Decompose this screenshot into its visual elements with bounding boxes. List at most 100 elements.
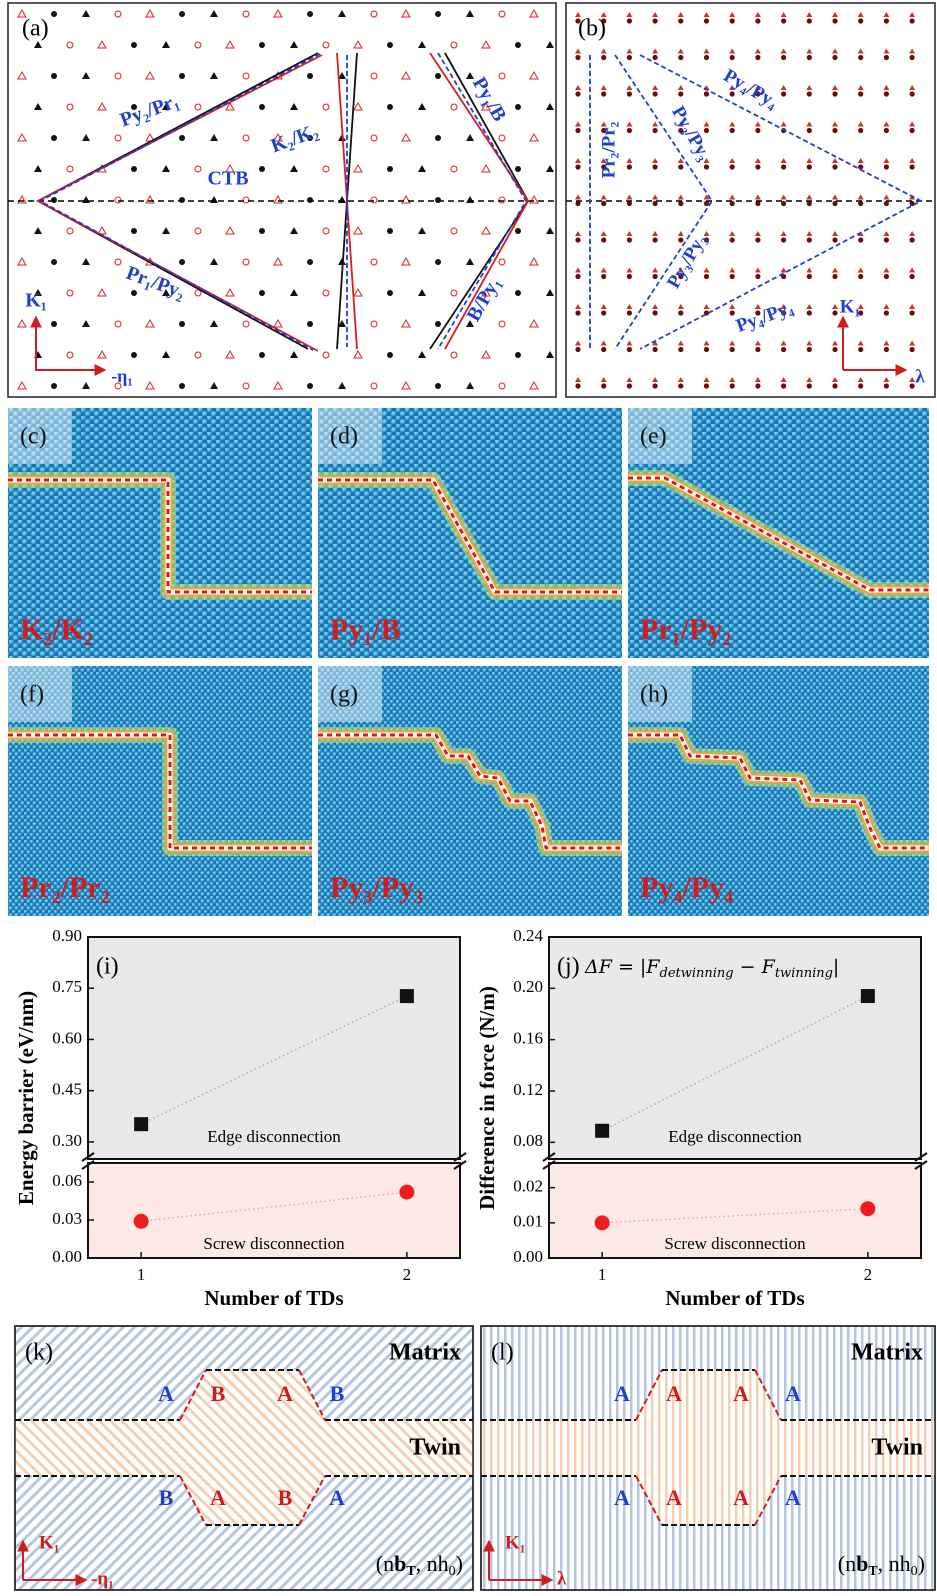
atom xyxy=(883,121,890,127)
atom xyxy=(179,73,185,79)
atom xyxy=(781,54,787,61)
atom xyxy=(273,380,283,390)
atom xyxy=(17,318,27,328)
atom xyxy=(909,127,915,134)
atom xyxy=(338,10,346,17)
atom xyxy=(17,256,27,266)
annotation: Pr₂/Pr₂ xyxy=(598,121,619,178)
atom xyxy=(626,273,633,280)
atom xyxy=(370,258,378,266)
point xyxy=(860,1201,876,1217)
atom xyxy=(162,351,170,358)
point xyxy=(595,1123,610,1138)
panel-label: (f) xyxy=(20,682,44,708)
atom xyxy=(652,346,658,353)
atom xyxy=(210,10,218,17)
atom xyxy=(546,103,554,110)
label-box xyxy=(318,408,382,464)
atom xyxy=(832,121,838,127)
atom xyxy=(51,383,57,389)
label-box xyxy=(628,666,692,722)
atom xyxy=(626,267,633,273)
atom xyxy=(780,304,787,309)
atom xyxy=(677,267,684,273)
interface-dash xyxy=(8,733,312,850)
atom xyxy=(466,134,474,141)
atom xyxy=(466,382,474,389)
atom xyxy=(806,377,813,382)
atom xyxy=(754,48,761,54)
atom xyxy=(322,351,330,359)
atom xyxy=(652,231,659,236)
md-snapshot xyxy=(318,666,622,916)
atom xyxy=(832,273,838,280)
atom xyxy=(179,135,185,141)
atom xyxy=(194,41,202,49)
atom xyxy=(626,310,633,316)
atom xyxy=(626,12,633,17)
atom xyxy=(626,85,633,90)
atom xyxy=(114,10,122,18)
atom xyxy=(17,70,27,80)
atom xyxy=(729,194,736,200)
axis-frame xyxy=(87,1162,461,1259)
atom xyxy=(755,346,761,353)
atom xyxy=(131,352,137,358)
atom xyxy=(755,200,761,207)
outline xyxy=(38,53,321,351)
atom xyxy=(575,91,581,97)
atom xyxy=(857,12,864,17)
atom xyxy=(652,200,658,207)
atom xyxy=(883,164,890,170)
atom xyxy=(677,377,684,382)
atom xyxy=(353,101,363,111)
atom xyxy=(601,237,607,243)
atom xyxy=(466,10,474,17)
edge-region xyxy=(88,937,460,1159)
site-label: A xyxy=(733,1485,749,1510)
atom xyxy=(909,340,916,346)
atom xyxy=(677,304,684,309)
atom xyxy=(652,273,658,280)
atom xyxy=(575,200,581,207)
atom xyxy=(883,48,890,54)
site-label: A xyxy=(158,1381,174,1406)
atom xyxy=(575,304,581,309)
atom xyxy=(481,163,491,173)
site-label: A xyxy=(277,1381,293,1406)
atom xyxy=(307,383,313,389)
atom xyxy=(210,382,218,389)
atom xyxy=(806,200,812,207)
atom xyxy=(857,158,864,163)
point xyxy=(399,1184,415,1200)
atom xyxy=(883,267,890,273)
atom xyxy=(858,346,864,353)
region-label: Twin xyxy=(871,1435,923,1461)
atom xyxy=(162,41,170,48)
atom xyxy=(729,310,735,316)
outline xyxy=(437,52,528,350)
annotation: Edge disconnection xyxy=(668,1127,802,1146)
atom xyxy=(575,158,581,163)
atom xyxy=(832,231,838,236)
atom xyxy=(806,267,813,273)
atom xyxy=(307,197,313,203)
atom xyxy=(781,91,787,97)
atom xyxy=(677,158,684,163)
atom xyxy=(338,382,346,389)
atom xyxy=(729,158,736,163)
atom xyxy=(754,194,761,200)
atom xyxy=(481,101,491,111)
y-tick-label: 0.00 xyxy=(52,1247,82,1266)
atom xyxy=(909,18,915,24)
interface-dash xyxy=(318,478,622,594)
atom xyxy=(858,383,864,389)
atom xyxy=(322,41,330,49)
screw-region xyxy=(88,1163,460,1258)
y-axis-label: Energy barrier (eV/nm) xyxy=(14,991,38,1205)
atom xyxy=(322,289,330,297)
atom xyxy=(51,259,57,265)
atom xyxy=(857,85,864,90)
atom xyxy=(601,54,607,61)
atom xyxy=(290,165,298,172)
